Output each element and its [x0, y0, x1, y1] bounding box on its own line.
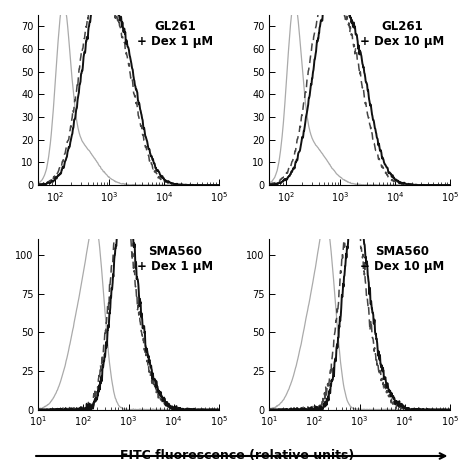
Text: SMA560
+ Dex 10 μM: SMA560 + Dex 10 μM: [360, 245, 445, 273]
Text: FITC fluorescence (relative units): FITC fluorescence (relative units): [120, 449, 354, 462]
Text: GL261
+ Dex 1 μM: GL261 + Dex 1 μM: [137, 20, 213, 48]
Text: SMA560
+ Dex 1 μM: SMA560 + Dex 1 μM: [137, 245, 213, 273]
Text: GL261
+ Dex 10 μM: GL261 + Dex 10 μM: [360, 20, 445, 48]
